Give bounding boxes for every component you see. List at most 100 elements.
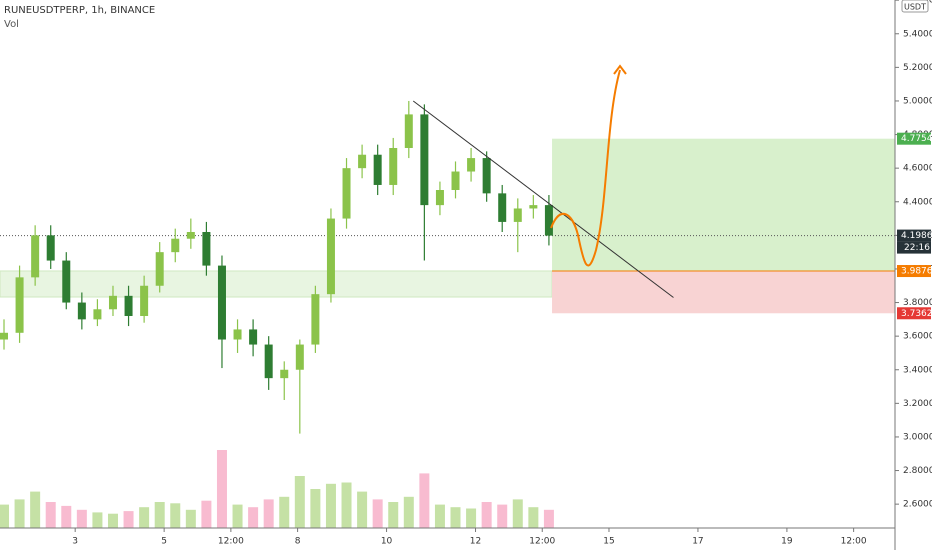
candle-body	[140, 285, 149, 316]
y-tick-label: 5.0000	[903, 96, 932, 106]
candle-body	[498, 193, 507, 222]
volume-bar	[543, 509, 554, 528]
candle-body	[467, 158, 476, 172]
loss-zone	[552, 271, 895, 314]
candle-body	[171, 238, 180, 253]
chart-title: RUNEUSDTPERP, 1h, BINANCE	[4, 5, 155, 16]
volume-bar	[61, 505, 72, 528]
y-tick-label: 2.6000	[903, 500, 932, 510]
countdown-box	[897, 241, 931, 254]
x-tick-label: 8	[295, 537, 301, 547]
y-tick-label: 3.0000	[903, 432, 932, 442]
y-tick-label: 5.4000	[903, 29, 932, 39]
volume-bar	[310, 489, 321, 528]
candle-body	[108, 295, 117, 310]
volume-bar	[497, 504, 508, 528]
volume-bar	[357, 491, 368, 528]
volume-bar	[279, 496, 290, 528]
candle-body	[295, 344, 304, 370]
volume-bar	[341, 482, 352, 528]
volume-bar	[154, 502, 165, 528]
volume-bar	[0, 504, 10, 528]
candle-body	[77, 302, 86, 320]
last-price-label-box	[897, 229, 931, 242]
volume-bar	[528, 507, 539, 528]
candle-body	[529, 205, 538, 209]
background-layer	[0, 138, 895, 314]
candle-body	[280, 369, 289, 379]
candle-body	[420, 114, 429, 206]
x-tick-label: 12:00	[841, 537, 867, 547]
stop-label: 3.7362	[901, 309, 932, 319]
volume-bar	[232, 504, 243, 528]
x-tick-label: 17	[692, 537, 703, 547]
projection-arrowhead	[613, 64, 627, 75]
candle-body	[0, 332, 9, 340]
volume-bar	[14, 499, 25, 528]
volume-label: Vol	[4, 19, 19, 30]
candle-body	[342, 168, 351, 219]
volume-bar	[201, 500, 212, 528]
x-tick-label: 10	[381, 537, 393, 547]
volume-bar	[139, 507, 150, 528]
candle-body	[435, 189, 444, 206]
y-tick-label: 3.6000	[903, 332, 932, 342]
support-zone	[0, 270, 553, 298]
volume-bar	[170, 503, 181, 528]
volume-bar	[388, 502, 399, 528]
x-tick-label: 19	[781, 537, 793, 547]
volume-bar	[76, 509, 87, 528]
candle-body	[202, 231, 211, 266]
entry-label-box	[897, 265, 931, 278]
candle-body	[233, 329, 242, 340]
x-tick-label: 15	[603, 537, 614, 547]
y-tick-label: 3.2000	[903, 399, 932, 409]
candle-body	[155, 252, 164, 286]
stop-label-box	[897, 307, 931, 320]
target-label: 4.7754	[901, 134, 932, 144]
volume-bar	[434, 504, 445, 528]
volume-bar	[123, 511, 134, 528]
x-tick-label: 12	[470, 537, 481, 547]
candle-body	[249, 329, 258, 345]
candle-body	[31, 235, 40, 278]
candle-body	[124, 295, 133, 316]
volume-bar	[107, 513, 118, 528]
volume-bar	[294, 476, 305, 528]
candle-body	[373, 154, 382, 185]
volume-bar	[419, 473, 430, 528]
candle-body	[513, 208, 522, 222]
y-tick-label: 3.4000	[903, 365, 932, 375]
volume-bar	[30, 491, 41, 528]
volume-bar	[263, 499, 274, 528]
currency: USDT	[904, 3, 926, 12]
candle-body	[404, 114, 413, 149]
currency-box	[901, 0, 929, 13]
target-label-box	[897, 132, 931, 145]
volume-bar	[248, 507, 259, 528]
candle-body	[186, 231, 195, 239]
volume-bar	[185, 509, 196, 528]
candle-body	[62, 260, 71, 303]
volume-bar	[372, 499, 383, 528]
volume-bar	[325, 483, 336, 528]
y-tick-label: 5.2000	[903, 63, 932, 73]
volume-bar	[45, 502, 56, 528]
x-tick-label: 3	[72, 537, 78, 547]
volume-bar	[450, 507, 461, 528]
projection-curve	[550, 69, 621, 267]
volume-bar	[512, 499, 523, 528]
x-tick-label: 12:00	[218, 537, 244, 547]
candle-body	[326, 218, 335, 295]
candle-body	[482, 158, 491, 194]
volume-bar	[92, 512, 103, 528]
candle-body	[15, 277, 24, 333]
candle-body	[264, 344, 273, 379]
candle-body	[311, 294, 320, 345]
candle-body	[358, 154, 367, 169]
plot-layer	[0, 100, 674, 528]
candle-body	[46, 235, 55, 261]
candle-body	[93, 309, 102, 320]
